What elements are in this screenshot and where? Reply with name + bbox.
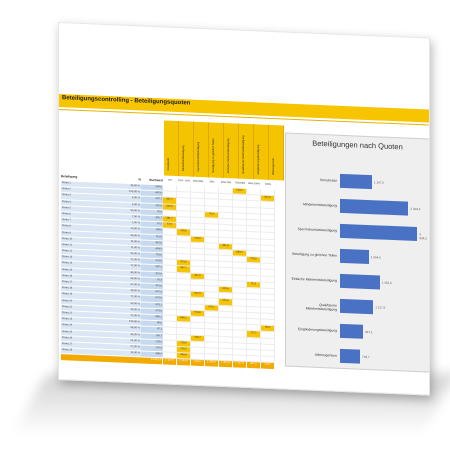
column-header-label: Eingliederungsbeteiligung	[257, 144, 260, 175]
bar	[340, 248, 369, 265]
range-label: 10% - 25%	[178, 179, 190, 183]
column-header-label: Minderheitsbeteiligung	[182, 145, 185, 172]
category-label: Einfache Mehrheitsbeteiligung	[291, 276, 337, 283]
sum-cell: 1 054,6	[205, 360, 219, 367]
category-label: Streubesitz	[320, 177, 337, 183]
sum-cell: 733,7	[261, 362, 275, 370]
sum-cell: 2 503,4	[177, 359, 191, 366]
sum-cell: 1 167,5	[163, 358, 177, 366]
bar-value-label: 1 054,6	[370, 255, 381, 260]
range-label: 95%-100%	[248, 181, 260, 186]
range-label: 25%-50%	[192, 179, 204, 184]
bar	[340, 348, 361, 364]
bar-value-label: 2 503,4	[410, 206, 421, 212]
bar	[340, 323, 364, 339]
column-header: Beteiligung zu gleichen Teilen	[209, 122, 224, 178]
quoten-chart: Beteiligungen nach Quoten Streubesitz 1 1…	[285, 132, 430, 373]
column-header-label: Sperrminoritätsbeteiligung	[197, 141, 200, 172]
category-label: Minderheitsbeteiligung	[303, 202, 337, 208]
sum-cell: 1 217,5	[233, 361, 247, 369]
category-label: Qualifizierte Mehrheitsbeteiligung	[305, 302, 337, 312]
bar	[340, 223, 418, 242]
sum-cell: 1 452,9	[219, 360, 233, 368]
column-header: Alleineigentum	[269, 124, 284, 181]
category-label: Beteiligung zu gleichen Teilen	[292, 251, 337, 258]
sum-cell: 847,1	[247, 362, 261, 369]
chart-title: Beteiligungen nach Quoten	[312, 138, 403, 152]
range-label: 50%-75%	[220, 180, 232, 185]
range-label: 50%	[209, 180, 215, 184]
bar-value-label: 1 452,9	[381, 280, 392, 285]
table-body: Firma 1 46,00 % 534,0 534,0 Firma 2 100,00 % 6…	[61, 181, 275, 370]
bar-value-label: 1 217,5	[375, 305, 386, 310]
range-label: 100%	[264, 182, 272, 186]
column-header: Qualifizierte Mehrheitsbeteiligung	[239, 123, 254, 180]
bar-value-label: 733,7	[362, 354, 370, 360]
range-label: 0%	[168, 178, 172, 182]
bar	[340, 298, 374, 315]
column-header-label: Einfache Mehrheitsbeteiligung	[227, 138, 230, 174]
bar	[340, 198, 409, 216]
column-headers: Streubesitz Minderheitsbeteiligung Sperrmi…	[164, 120, 284, 181]
column-header: Streubesitz	[164, 120, 179, 177]
column-header-label: Beteiligung zu gleichen Teilen	[212, 138, 215, 173]
column-header-label: Alleineigentum	[272, 157, 275, 176]
category-label: Alleineigentum	[314, 352, 337, 358]
bar-value-label: 847,1	[365, 329, 373, 335]
title-bar: Beteiligungscontrolling - Beteiligungsqu…	[59, 94, 429, 123]
bar-value-label: 1 167,5	[373, 180, 384, 185]
bar	[340, 173, 372, 190]
category-label: Sperrminoritätsbeteiligung	[297, 227, 337, 233]
spreadsheet-page: Beteiligungscontrolling - Beteiligungsqu…	[58, 22, 430, 396]
header-pct: %	[138, 177, 141, 182]
sheet-title: Beteiligungscontrolling - Beteiligungsqu…	[62, 95, 191, 107]
column-header-label: Streubesitz	[167, 157, 170, 171]
column-header: Minderheitsbeteiligung	[179, 121, 194, 177]
column-header: Einfache Mehrheitsbeteiligung	[224, 122, 239, 179]
column-header: Sperrminoritätsbeteiligung	[194, 121, 209, 178]
column-header: Eingliederungsbeteiligung	[254, 124, 269, 180]
category-label: Eingliederungsbeteiligung	[298, 327, 337, 333]
range-label: 75%-95%	[234, 181, 246, 185]
header-value: Buchwert	[149, 177, 163, 183]
column-header-label: Qualifizierte Mehrheitsbeteiligung	[242, 135, 245, 174]
sum-cell: 2 834,2	[191, 359, 205, 367]
bar-value-label: 2 834,2	[419, 232, 427, 241]
bar	[340, 273, 380, 290]
